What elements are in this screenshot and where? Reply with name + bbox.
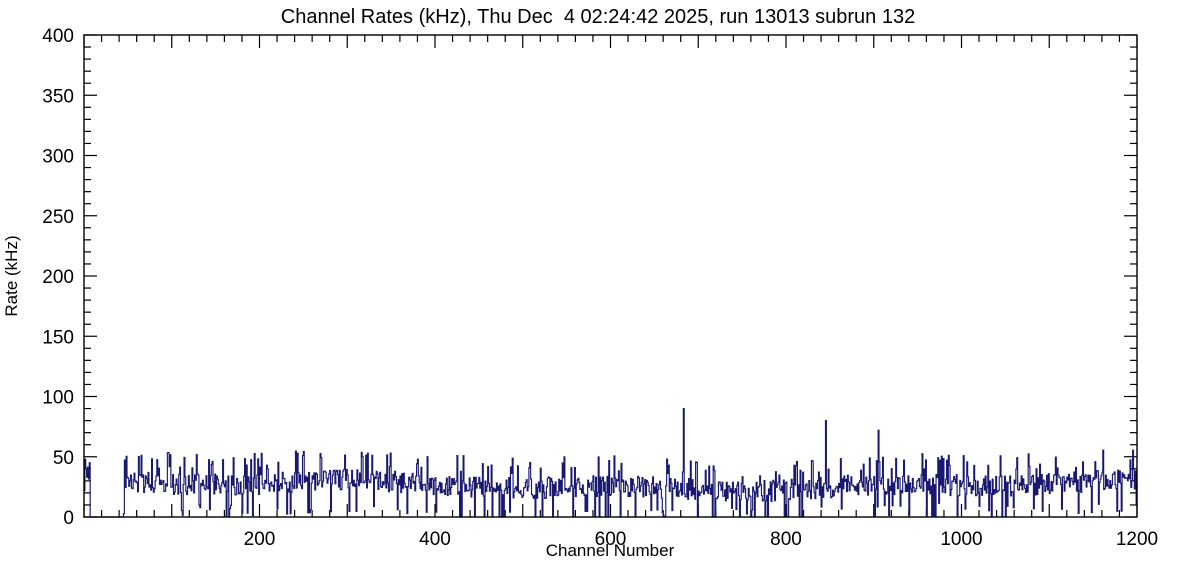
- x-tick-label: 600: [595, 529, 627, 550]
- x-tick-label: 1000: [940, 529, 982, 550]
- x-axis-title: Channel Number: [546, 541, 675, 560]
- y-tick-label: 300: [42, 147, 74, 168]
- x-tick-label: 1200: [1116, 529, 1158, 550]
- x-axis: 200 400 600 800 1000 1200: [83, 35, 1158, 550]
- x-tick-label: 200: [244, 529, 276, 550]
- x-tick-label: 400: [419, 529, 451, 550]
- plot-frame: [83, 34, 1138, 518]
- y-tick-label: 350: [42, 86, 74, 107]
- y-tick-label: 150: [42, 327, 74, 348]
- y-axis-title: Rate (kHz): [2, 235, 21, 316]
- y-tick-label: 0: [63, 508, 74, 529]
- y-tick-label: 50: [53, 448, 74, 469]
- y-tick-label: 400: [42, 26, 74, 47]
- y-tick-label: 100: [42, 388, 74, 409]
- y-tick-label: 200: [42, 267, 74, 288]
- rate-series-line: [84, 407, 1138, 518]
- y-axis: 0 50 100 150 200 250 300 350 400: [42, 26, 1137, 529]
- y-tick-label: 250: [42, 207, 74, 228]
- x-tick-label: 800: [770, 529, 802, 550]
- chart-title: Channel Rates (kHz), Thu Dec 4 02:24:42 …: [280, 6, 916, 28]
